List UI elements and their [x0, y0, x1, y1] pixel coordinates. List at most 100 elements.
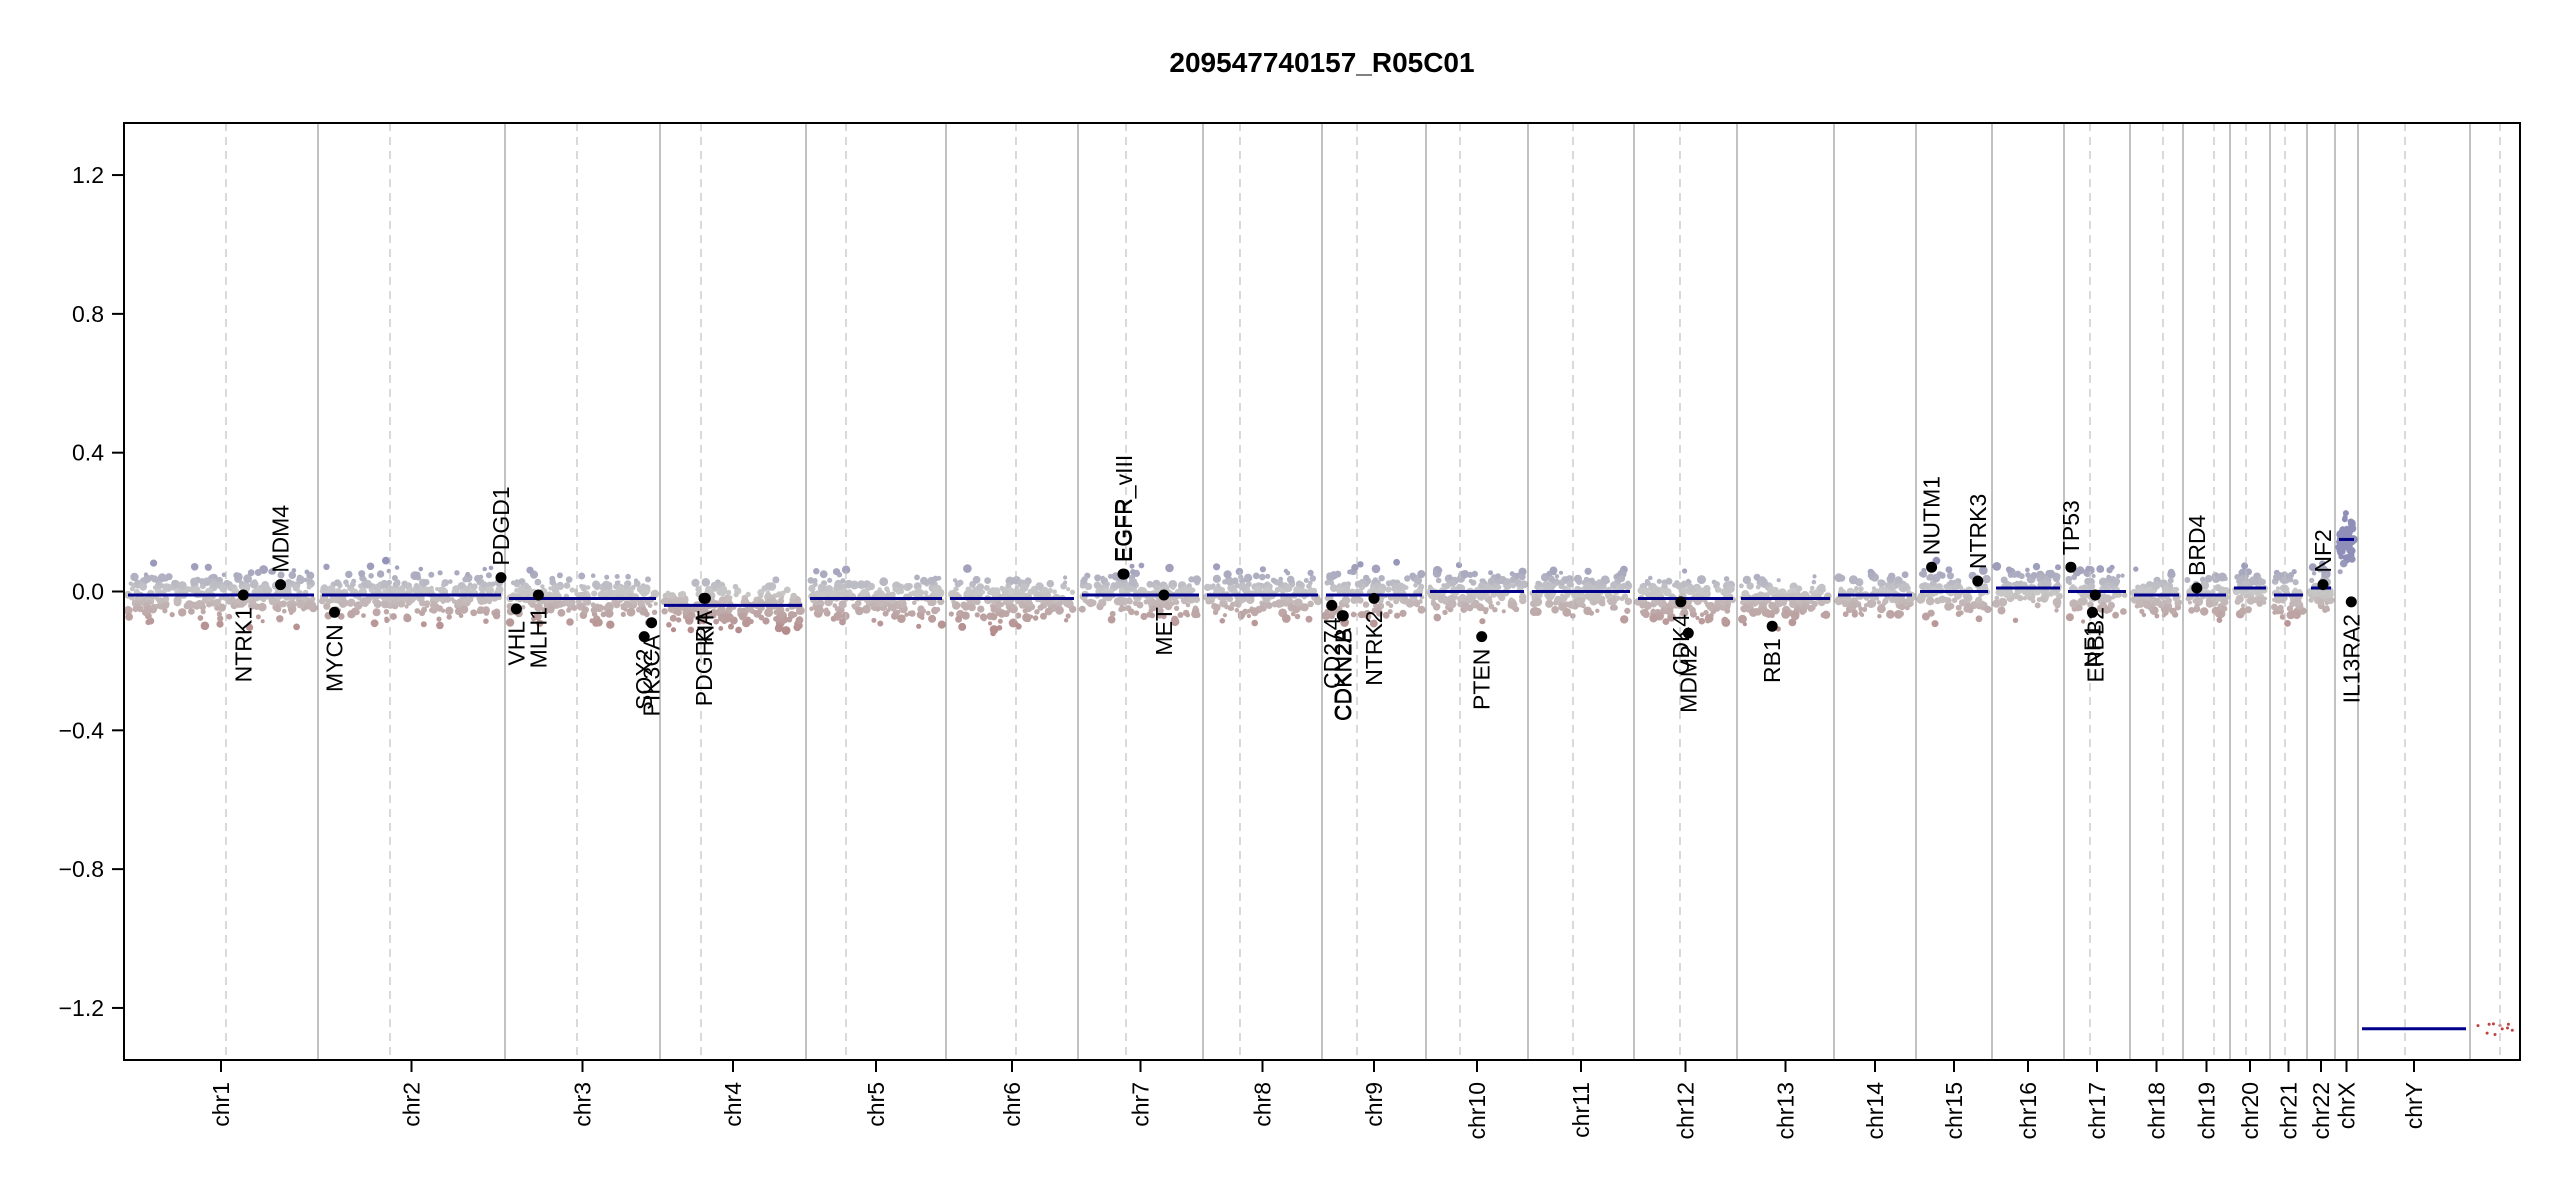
probe-point [143, 572, 149, 577]
probe-point [350, 599, 356, 605]
probe-point [1954, 591, 1962, 600]
probe-point [2476, 1024, 2480, 1028]
probe-point [274, 605, 282, 613]
probe-point [2055, 564, 2061, 571]
probe-point [2211, 606, 2221, 616]
probe-point-cloud [123, 510, 2514, 1036]
probe-point [1369, 619, 1378, 628]
probe-point [1894, 597, 1902, 605]
probe-point [1995, 596, 2000, 600]
probe-point [1468, 578, 1474, 584]
gene-point [275, 579, 286, 591]
probe-point [156, 597, 164, 605]
probe-point [255, 614, 261, 620]
probe-point [2188, 607, 2196, 614]
probe-point [1919, 583, 1926, 590]
probe-point [1817, 583, 1826, 592]
probe-point [596, 604, 604, 612]
probe-point [1285, 584, 1293, 593]
probe-point [2214, 584, 2222, 592]
probe-point [1046, 579, 1055, 588]
probe-point [1863, 603, 1869, 608]
probe-point [644, 611, 650, 618]
probe-point [1896, 582, 1901, 587]
probe-point [1385, 580, 1392, 587]
probe-point [1063, 580, 1068, 585]
probe-point [1344, 584, 1351, 591]
probe-point [1567, 600, 1576, 609]
probe-point [192, 585, 201, 594]
gene-point [510, 603, 522, 615]
probe-point [616, 586, 625, 595]
probe-point [888, 591, 896, 599]
gene-point [2345, 596, 2357, 608]
probe-point [682, 613, 690, 620]
probe-point [162, 608, 168, 614]
probe-point [540, 599, 545, 604]
probe-point [485, 572, 492, 579]
probe-point [2235, 594, 2244, 604]
probe-point [288, 607, 294, 613]
probe-point [531, 616, 537, 622]
probe-point [1691, 590, 1696, 596]
probe-point [966, 587, 972, 593]
probe-point [1615, 595, 1621, 601]
probe-point [2081, 619, 2086, 624]
probe-point [796, 606, 805, 615]
probe-point [154, 603, 160, 609]
probe-point [482, 566, 487, 572]
probe-point [454, 570, 460, 576]
probe-point [1471, 570, 1479, 578]
probe-point [928, 579, 933, 584]
gene-point [237, 589, 249, 601]
probe-point [1703, 584, 1711, 593]
gene-label: PIK3CA [639, 634, 665, 716]
gene-point [1368, 592, 1380, 604]
probe-point [653, 601, 658, 606]
probe-point [1303, 578, 1309, 583]
probe-point [1442, 595, 1448, 602]
probe-point [1639, 602, 1646, 609]
probe-point [363, 579, 372, 589]
probe-point [1726, 584, 1735, 593]
probe-point [920, 615, 925, 620]
probe-point [1862, 606, 1868, 613]
probe-point [1354, 580, 1362, 588]
probe-point [358, 570, 366, 578]
probe-point [151, 575, 159, 583]
probe-point [2012, 617, 2019, 623]
probe-point [728, 623, 734, 630]
probe-point [1371, 579, 1376, 585]
probe-point [2096, 565, 2105, 573]
probe-point [551, 584, 560, 593]
probe-point [2491, 1022, 2495, 1026]
probe-point [1234, 608, 1240, 613]
probe-point [2025, 572, 2031, 578]
probe-point [2116, 573, 2121, 579]
probe-point [2100, 601, 2107, 608]
chromosome-label: chr2 [399, 1082, 425, 1127]
probe-point [667, 605, 676, 613]
probe-point [1554, 574, 1560, 579]
probe-point [441, 582, 446, 588]
probe-point [2085, 565, 2092, 572]
probe-point [1948, 602, 1955, 610]
gene-label: RB1 [1759, 638, 1785, 683]
probe-point [2200, 607, 2209, 616]
gene-label: TP53 [2058, 500, 2084, 555]
probe-point [1975, 615, 1983, 623]
probe-point [1542, 575, 1548, 580]
probe-point [2120, 573, 2125, 578]
probe-point [1868, 599, 1877, 608]
probe-point [1549, 566, 1558, 575]
probe-point [1787, 589, 1792, 595]
probe-point [925, 610, 931, 616]
probe-point [1648, 575, 1653, 581]
probe-point [123, 606, 133, 615]
probe-point [1357, 597, 1364, 604]
probe-point [1185, 602, 1191, 608]
probe-point [1534, 584, 1540, 590]
probe-point [165, 583, 172, 591]
probe-point [590, 573, 596, 578]
